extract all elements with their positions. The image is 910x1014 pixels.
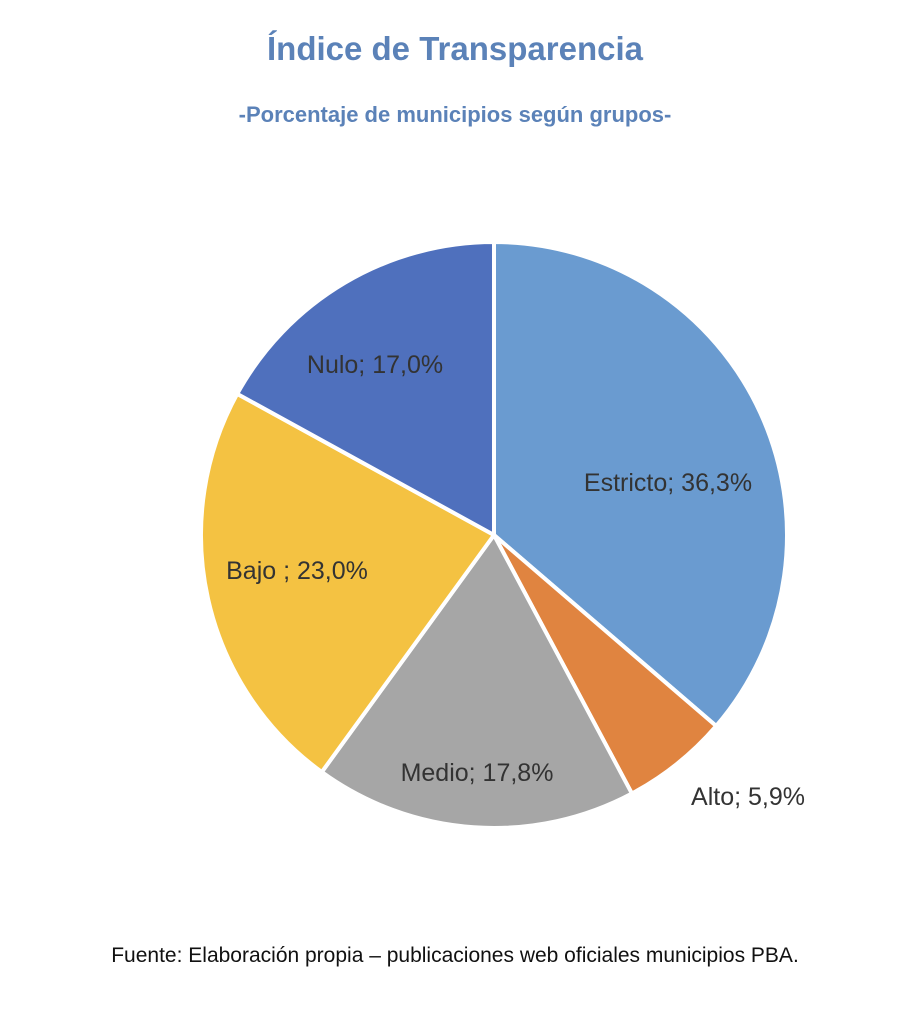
slice-label-estricto: Estricto; 36,3% [584,469,752,497]
chart-title: Índice de Transparencia [267,30,643,67]
pie-slice-bajo [199,391,496,775]
pie-slice-medio [319,533,634,830]
pie-slices [199,240,789,830]
slice-label-alto: Alto; 5,9% [691,783,805,811]
pie-slice-nulo [235,240,496,537]
pie-labels: Estricto; 36,3% Alto; 5,9% Medio; 17,8% Baj… [226,351,805,811]
slice-label-medio: Medio; 17,8% [401,759,554,787]
source-note: Fuente: Elaboración propia – publicacion… [111,944,799,967]
slice-label-bajo: Bajo ; 23,0% [226,557,368,585]
pie-slice-estricto [492,240,789,728]
chart-subtitle: -Porcentaje de municipios según grupos- [238,102,672,127]
slice-label-nulo: Nulo; 17,0% [307,351,443,379]
